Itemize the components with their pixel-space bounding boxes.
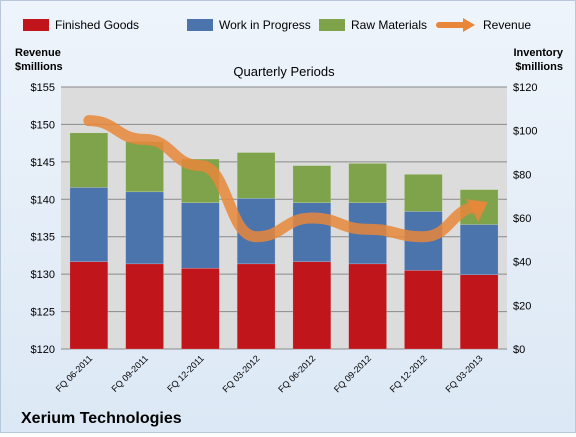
bar-raw-materials [292,165,332,203]
bar-work-in-progress [181,202,220,269]
right-tick-label: $20 [513,300,531,312]
revenue-line [83,115,485,243]
legend-arrow-revenue [463,18,475,32]
right-tick-label: $80 [513,169,531,181]
legend-label: Finished Goods [55,18,139,32]
legend-swatch [187,19,213,31]
left-tick-label: $135 [31,232,55,244]
bar-work-in-progress [69,187,109,262]
bar-finished-goods [459,274,499,350]
left-tick-label: $130 [31,269,55,281]
chart-subtitle: Quarterly Periods [233,64,335,79]
right-tick-label: $0 [513,344,525,356]
category-label: FQ 06-2011 [54,353,95,394]
left-tick-label: $140 [31,194,55,206]
legend-label: Revenue [483,18,531,32]
bar-raw-materials [69,132,109,188]
bar-raw-materials [404,174,443,212]
category-label: FQ 06-2012 [276,353,317,394]
bar-finished-goods [404,270,443,350]
left-tick-label: $155 [31,82,55,94]
bar-raw-materials [236,152,276,199]
left-axis-title-line2: $millions [15,61,63,73]
bar-finished-goods [69,261,109,350]
legend-label: Work in Progress [219,18,311,32]
left-axis-title-line1: Revenue [15,47,61,59]
revenue-arrowhead [465,199,488,223]
bar-raw-materials [348,163,387,203]
legend-label: Raw Materials [351,18,427,32]
right-axis-title-line1: Inventory [513,47,563,59]
right-tick-label: $100 [513,126,537,138]
category-label: FQ 03-2012 [221,353,262,394]
right-tick-label: $120 [513,82,537,94]
bar-finished-goods [348,263,387,350]
left-tick-label: $145 [31,157,55,169]
left-tick-label: $150 [31,119,55,131]
right-axis-title-line2: $millions [515,61,563,73]
legend-swatch [319,19,345,31]
category-label: FQ 09-2012 [332,353,373,394]
legend-swatch [23,19,49,31]
bar-finished-goods [181,267,220,350]
company-name: Xerium Technologies [21,410,182,427]
category-label: FQ 03-2013 [444,353,485,394]
category-label: FQ 09-2011 [109,353,150,394]
bar-raw-materials [125,141,164,193]
bar-finished-goods [292,261,332,350]
bar-work-in-progress [292,202,332,262]
category-label: FQ 12-2011 [165,353,206,394]
bar-work-in-progress [459,224,499,276]
left-tick-label: $120 [31,344,55,356]
category-label: FQ 12-2012 [388,353,429,394]
right-tick-label: $60 [513,213,531,225]
right-tick-label: $40 [513,257,531,269]
bar-finished-goods [236,263,276,350]
bar-work-in-progress [125,191,164,265]
left-tick-label: $125 [31,307,55,319]
bar-finished-goods [125,263,164,350]
